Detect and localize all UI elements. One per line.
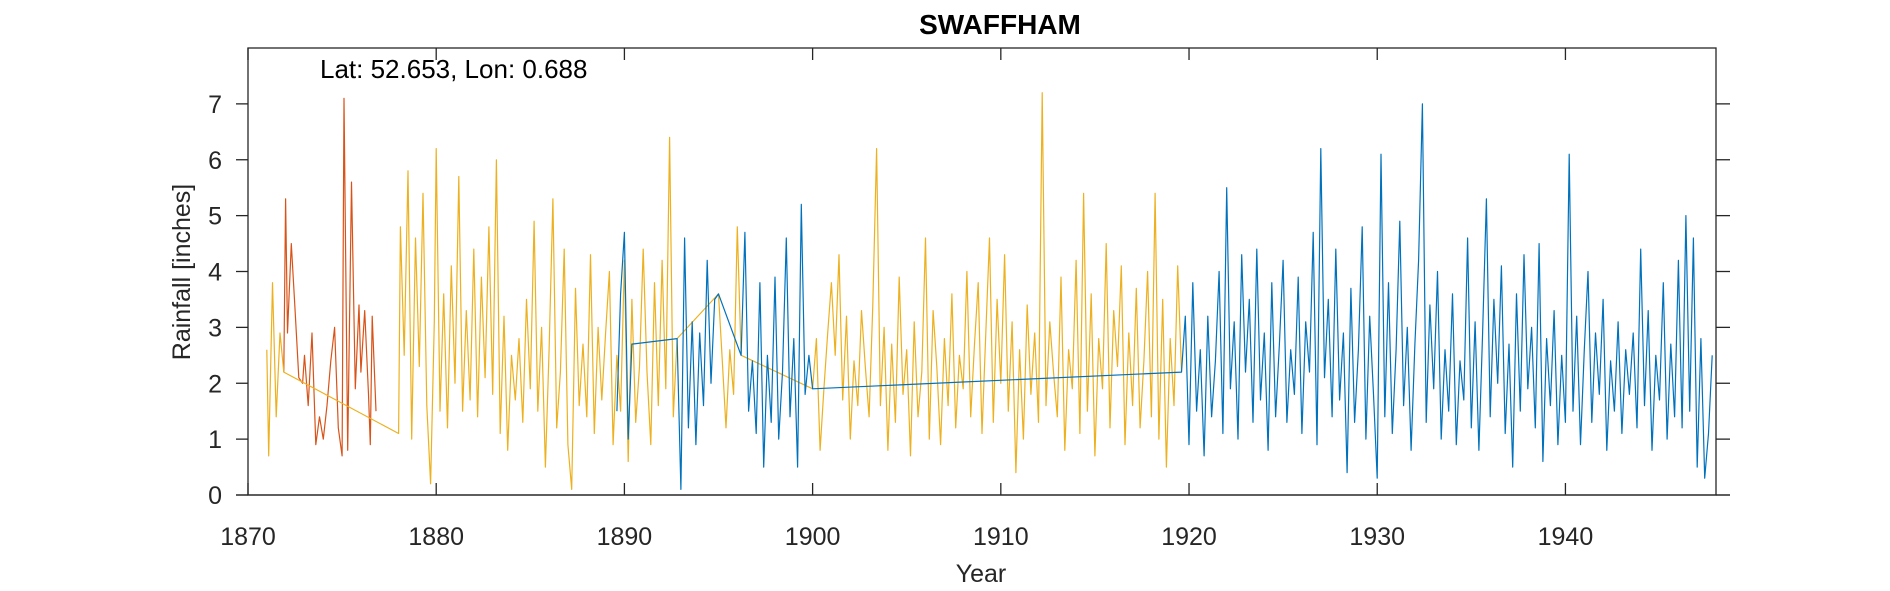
- series-line-3: [616, 103, 1713, 490]
- location-annotation: Lat: 52.653, Lon: 0.688: [320, 54, 587, 84]
- x-tick-label-1910: 1910: [973, 523, 1029, 551]
- x-axis-label: Year: [956, 560, 1007, 588]
- y-tick-label-2: 2: [208, 370, 222, 398]
- axes-layer: 1870 1880 1890 1900 1910 1920 1930 1940 0 1 2 3 4 5 6 7: [208, 47, 1730, 551]
- x-tick-label-1900: 1900: [785, 523, 841, 551]
- series-layer: [266, 92, 1713, 490]
- y-tick-label-0: 0: [208, 482, 222, 510]
- y-tick-label-6: 6: [208, 147, 222, 175]
- y-tick-label-5: 5: [208, 203, 222, 231]
- y-tick-label-3: 3: [208, 314, 222, 342]
- y-axis-label: Rainfall [inches]: [168, 184, 196, 360]
- x-tick-label-1930: 1930: [1349, 523, 1405, 551]
- y-tick-label-1: 1: [208, 426, 222, 454]
- y-tick-label-4: 4: [208, 259, 222, 287]
- x-tick-label-1940: 1940: [1538, 523, 1594, 551]
- y-tick-label-7: 7: [208, 91, 222, 119]
- x-tick-label-1920: 1920: [1161, 523, 1217, 551]
- x-tick-label-1880: 1880: [408, 523, 464, 551]
- chart-title: SWAFFHAM: [919, 9, 1081, 40]
- x-tick-label-1870: 1870: [220, 523, 276, 551]
- series-line-2: [266, 92, 1183, 490]
- series-line-1: [283, 97, 377, 457]
- x-tick-label-1890: 1890: [597, 523, 653, 551]
